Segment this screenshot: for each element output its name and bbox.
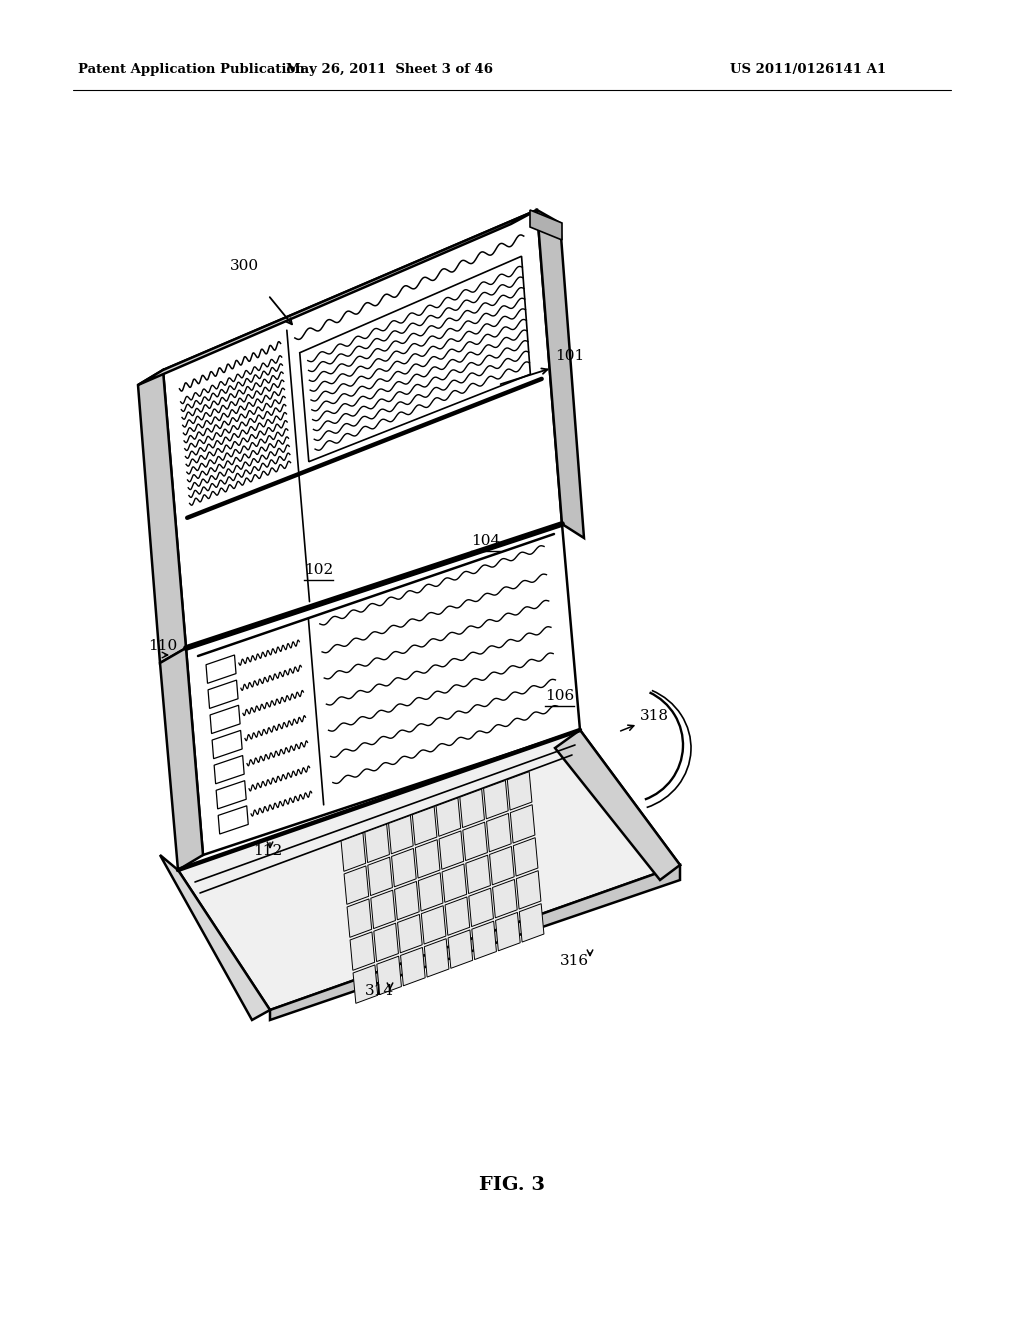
Polygon shape [419, 873, 443, 911]
Polygon shape [466, 855, 490, 894]
Polygon shape [210, 705, 240, 734]
Text: 110: 110 [148, 639, 177, 653]
Polygon shape [483, 780, 508, 818]
Polygon shape [341, 833, 366, 871]
Polygon shape [160, 648, 203, 870]
Polygon shape [445, 896, 470, 936]
Polygon shape [138, 370, 186, 663]
Polygon shape [413, 807, 437, 845]
Polygon shape [391, 849, 416, 887]
Text: Patent Application Publication: Patent Application Publication [78, 63, 305, 77]
Polygon shape [463, 822, 487, 861]
Text: 318: 318 [640, 709, 669, 723]
Polygon shape [469, 888, 494, 927]
Polygon shape [218, 805, 248, 834]
Polygon shape [510, 805, 535, 843]
Text: 102: 102 [304, 564, 333, 577]
Polygon shape [496, 912, 520, 950]
Text: US 2011/0126141 A1: US 2011/0126141 A1 [730, 63, 886, 77]
Text: 106: 106 [545, 689, 574, 704]
Polygon shape [516, 871, 541, 909]
Polygon shape [460, 789, 484, 828]
Polygon shape [442, 863, 467, 903]
Polygon shape [537, 210, 584, 539]
Polygon shape [377, 956, 401, 994]
Text: May 26, 2011  Sheet 3 of 46: May 26, 2011 Sheet 3 of 46 [287, 63, 494, 77]
Polygon shape [472, 921, 497, 960]
Polygon shape [424, 939, 449, 977]
Polygon shape [216, 780, 246, 809]
Polygon shape [160, 855, 270, 1020]
Polygon shape [163, 210, 562, 648]
Polygon shape [486, 813, 511, 851]
Polygon shape [371, 890, 395, 928]
Polygon shape [388, 816, 413, 854]
Polygon shape [555, 730, 680, 880]
Polygon shape [507, 772, 531, 810]
Polygon shape [421, 906, 445, 944]
Polygon shape [449, 929, 473, 969]
Polygon shape [394, 882, 419, 920]
Polygon shape [214, 755, 244, 784]
Text: 300: 300 [230, 259, 259, 273]
Polygon shape [365, 824, 389, 862]
Polygon shape [493, 879, 517, 917]
Polygon shape [208, 680, 238, 709]
Text: 101: 101 [555, 348, 585, 363]
Text: FIG. 3: FIG. 3 [479, 1176, 545, 1195]
Polygon shape [353, 965, 378, 1003]
Polygon shape [519, 904, 544, 942]
Polygon shape [206, 655, 236, 684]
Text: 104: 104 [471, 535, 501, 548]
Polygon shape [178, 730, 680, 1010]
Polygon shape [270, 865, 680, 1020]
Polygon shape [347, 899, 372, 937]
Polygon shape [350, 932, 375, 970]
Polygon shape [416, 840, 440, 878]
Polygon shape [186, 524, 580, 855]
Polygon shape [368, 857, 392, 895]
Polygon shape [400, 948, 425, 986]
Polygon shape [530, 210, 562, 240]
Polygon shape [138, 210, 537, 385]
Polygon shape [513, 838, 538, 876]
Text: 316: 316 [560, 954, 589, 968]
Polygon shape [436, 797, 461, 837]
Polygon shape [397, 915, 422, 953]
Polygon shape [212, 730, 242, 759]
Polygon shape [439, 830, 464, 870]
Polygon shape [300, 256, 530, 462]
Polygon shape [489, 846, 514, 884]
Text: 314: 314 [365, 983, 394, 998]
Text: 112: 112 [253, 843, 283, 858]
Polygon shape [344, 866, 369, 904]
Polygon shape [374, 923, 398, 961]
